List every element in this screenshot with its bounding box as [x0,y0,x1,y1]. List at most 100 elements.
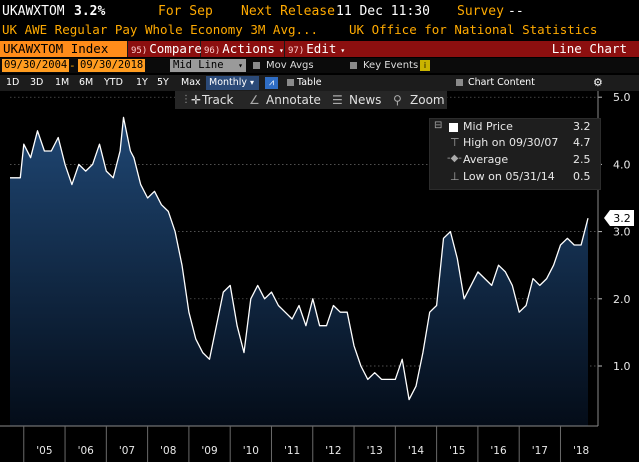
y-tick-label: 1.0 [613,360,631,373]
chart-tools: ⋮⋮ ✛ Track ∠ Annotate ☰ News ⚲ Zoom [175,91,447,109]
end-date-field[interactable]: 09/30/2018 [78,59,146,72]
range-max[interactable]: Max [181,77,201,88]
legend-collapse-icon[interactable]: ⊟ [434,120,443,131]
high-marker-icon: ⊤ [450,136,460,149]
legend-low-value: 0.5 [573,170,591,183]
current-value: 3.2% [74,4,106,19]
chart-type-icon[interactable]: ⩘ [265,77,278,89]
x-tick-label: '07 [119,445,135,457]
y-tick-label: 3.0 [613,226,631,239]
range-1d[interactable]: 1D [6,77,20,88]
settings-bar: 09/30/2004 - 09/30/2018 Mid Line ▾ Mov A… [0,58,639,73]
chart-content-checkbox[interactable] [456,79,463,86]
key-events-icon[interactable]: i [420,60,430,71]
price-type-select[interactable]: Mid Line ▾ [170,59,246,72]
mov-avgs-label: Mov Avgs [266,60,314,71]
y-tick-label: 5.0 [613,91,631,104]
key-events-label: Key Events [363,60,419,71]
range-5y[interactable]: 5Y [157,77,169,88]
legend-avg-value: 2.5 [573,153,591,166]
edit-label: Edit [306,41,337,56]
table-toggle[interactable]: Table [297,77,322,88]
series-line [10,116,589,401]
news-icon: ☰ [332,93,343,107]
legend-box: ⊟ Mid Price 3.2 ⊤ High on 09/30/07 4.7 -… [429,118,601,190]
price-chart[interactable]: 1.0 2.0 3.0 4.0 5.0 '05 '06 '07 '08 '09 '10 '11 '12… [0,91,639,462]
chart-content-button[interactable]: Chart Content [468,77,535,88]
range-ytd[interactable]: YTD [104,77,123,88]
x-tick-label: '17 [532,445,548,457]
low-marker-icon: ⊥ [450,170,460,183]
annotate-button[interactable]: Annotate [266,93,321,107]
settings-gear-icon[interactable]: ⚙ [593,76,603,89]
legend-avg-label: Average [463,153,509,166]
frequency-value: Monthly [209,77,248,88]
range-6m[interactable]: 6M [79,77,94,88]
start-date-field[interactable]: 09/30/2004 [2,59,70,72]
compare-label: Compare [149,41,202,56]
mov-avgs-checkbox[interactable] [253,62,260,69]
data-source: UK Office for National Statistics [349,22,598,37]
actions-label: Actions [222,41,275,56]
news-button[interactable]: News [349,93,382,107]
x-tick-label: '18 [573,445,589,457]
compare-button[interactable]: 95) Compare [128,41,202,57]
price-type-caret-icon: ▾ [238,61,243,70]
legend-high-value: 4.7 [573,136,591,149]
x-tick-label: '09 [201,445,217,457]
ticker-label: UKAWXTOM [2,4,65,19]
actions-caret-icon: ▾ [278,46,284,55]
x-tick-label: '13 [367,445,383,457]
edit-caret-icon: ▾ [340,46,346,55]
actions-button[interactable]: 96) Actions ▾ [201,41,284,57]
annotate-icon: ∠ [249,93,260,107]
survey-value: -- [508,4,524,19]
track-button[interactable]: Track [202,93,234,107]
x-tick-label: '11 [284,445,300,457]
x-tick-label: '14 [408,445,425,457]
y-axis: 1.0 2.0 3.0 4.0 5.0 [597,91,631,426]
survey-label: Survey [457,4,504,19]
x-tick-label: '10 [243,445,259,457]
x-tick-label: '12 [325,445,341,457]
edit-button[interactable]: 97) Edit ▾ Line Chart [285,41,639,57]
last-value-tag: 3.2 [604,210,634,226]
range-3d[interactable]: 3D [30,77,44,88]
zoom-icon: ⚲ [393,93,402,107]
y-tick-label: 4.0 [613,158,631,171]
next-release-label: Next Release [241,4,335,19]
actions-number: 96) [204,46,221,56]
x-tick-label: '15 [449,445,465,457]
range-1y[interactable]: 1Y [136,77,148,88]
date-separator: - [69,59,76,72]
series-area [10,117,588,427]
legend-mid-label: Mid Price [463,120,513,133]
legend-mid-value: 3.2 [573,120,591,133]
view-type-label: Line Chart [551,41,627,56]
frequency-select[interactable]: Monthly ▾ [206,76,259,90]
series-description: UK AWE Regular Pay Whole Economy 3M Avg.… [2,22,319,37]
period-label: For Sep [158,4,213,19]
drag-handle-icon[interactable]: ⋮⋮ [181,94,201,105]
legend-high-label: High on 09/30/07 [463,136,559,149]
key-events-checkbox[interactable] [350,62,357,69]
x-tick-label: '16 [490,445,507,457]
x-axis: '05 '06 '07 '08 '09 '10 '11 '12 '13 '14 '15 '16 '17 '… [0,425,598,462]
table-checkbox[interactable] [287,79,294,86]
last-value-text: 3.2 [613,212,631,225]
zoom-button[interactable]: Zoom [410,93,445,107]
price-type-value: Mid Line [173,59,224,71]
x-tick-label: '05 [36,445,52,457]
mid-price-swatch [449,123,458,132]
index-field[interactable]: UKAWXTOM Index [0,41,127,57]
frequency-caret-icon: ▾ [250,78,255,87]
range-1m[interactable]: 1M [55,77,70,88]
next-release-date: 11 Dec 11:30 [336,4,430,19]
edit-number: 97) [288,46,305,56]
x-tick-label: '06 [78,445,95,457]
menu-bar: UKAWXTOM Index 95) Compare 96) Actions ▾ 97… [0,41,639,57]
x-tick-label: '08 [160,445,176,457]
average-marker-icon: -◆- [447,153,462,164]
legend-low-label: Low on 05/31/14 [463,170,555,183]
range-bar: 1D 3D 1M 6M YTD 1Y 5Y Max Monthly ▾ ⩘ Tab… [0,75,639,91]
